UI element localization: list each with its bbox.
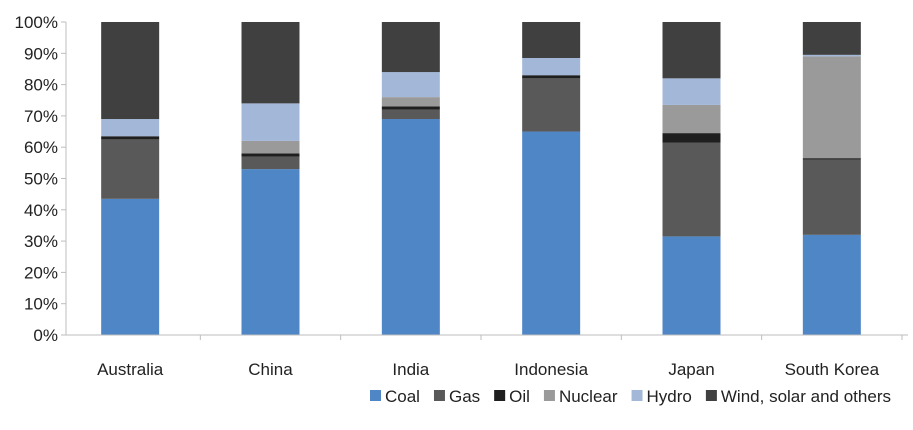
legend-swatch [433, 390, 445, 401]
y-tick-label: 80% [24, 76, 58, 95]
bar-segment-wind-solar-and-others [101, 22, 160, 120]
legend-label: Oil [509, 387, 530, 406]
bar-stack-china [241, 22, 300, 335]
bars [101, 22, 861, 335]
bar-segment-gas [802, 159, 861, 235]
y-tick-label: 50% [24, 170, 58, 189]
bar-segment-nuclear [662, 104, 721, 134]
legend-swatch [494, 390, 506, 401]
legend-item: Oil [494, 387, 530, 406]
bar-segment-oil [101, 136, 160, 140]
bar-segment-hydro [522, 57, 581, 76]
y-tick-label: 0% [33, 326, 58, 345]
y-tick-label: 30% [24, 232, 58, 251]
x-tick-label: South Korea [785, 360, 880, 379]
legend-label: Coal [385, 387, 420, 406]
y-tick-label: 90% [24, 44, 58, 63]
y-tick-label: 10% [24, 295, 58, 314]
legend-item: Hydro [631, 387, 692, 406]
legend-swatch [370, 390, 381, 401]
bar-segment-gas [522, 78, 581, 132]
bar-segment-nuclear [241, 140, 300, 154]
x-tick-label: Australia [97, 360, 164, 379]
y-tick-label: 40% [24, 201, 58, 220]
y-tick-label: 20% [24, 263, 58, 282]
bar-stack-japan [662, 22, 721, 335]
bar-segment-gas [662, 142, 721, 237]
bar-segment-hydro [802, 54, 861, 57]
bar-segment-wind-solar-and-others [381, 22, 440, 73]
legend-label: Hydro [647, 387, 692, 406]
x-tick-label: China [248, 360, 293, 379]
bar-segment-hydro [381, 72, 440, 98]
bar-segment-hydro [241, 103, 300, 141]
y-tick-label: 100% [15, 13, 58, 32]
bar-segment-nuclear [381, 97, 440, 107]
bar-segment-oil [802, 158, 861, 160]
bar-segment-wind-solar-and-others [662, 22, 721, 79]
legend-item: Gas [433, 387, 480, 406]
legend: Coal Gas Oil Nuclear Hydro Wind, solar and ot… [370, 387, 891, 406]
y-axis: 0% 10% 20% 30% 40% 50% 60% 70% 80% 90% 100% [15, 13, 67, 345]
y-tick-label: 70% [24, 107, 58, 126]
x-tick-label: India [392, 360, 429, 379]
bar-segment-nuclear [802, 56, 861, 159]
x-tick-label: Indonesia [514, 360, 588, 379]
legend-item: Coal [370, 387, 420, 406]
bar-segment-gas [241, 156, 300, 170]
legend-item: Wind, solar and others [705, 387, 891, 406]
legend-swatch [543, 390, 555, 401]
bar-stack-india [381, 22, 440, 335]
bar-segment-oil [381, 106, 440, 110]
bar-stack-australia [101, 22, 160, 335]
bar-stack-indonesia [522, 22, 581, 335]
bar-segment-coal [381, 119, 440, 335]
bar-segment-gas [101, 139, 160, 199]
legend-label: Nuclear [559, 387, 618, 406]
bar-segment-hydro [662, 78, 721, 105]
y-tick-label: 60% [24, 138, 58, 157]
legend-swatch [631, 390, 643, 401]
bar-segment-hydro [101, 119, 160, 137]
bar-segment-coal [241, 169, 300, 335]
bar-segment-coal [802, 234, 861, 335]
legend-item: Nuclear [543, 387, 618, 406]
bar-segment-oil [662, 133, 721, 143]
bar-segment-oil [241, 153, 300, 157]
bar-segment-gas [381, 109, 440, 120]
legend-label: Wind, solar and others [721, 387, 891, 406]
bar-segment-wind-solar-and-others [241, 22, 300, 104]
bar-segment-coal [101, 198, 160, 335]
legend-swatch [705, 390, 717, 401]
bar-segment-wind-solar-and-others [802, 22, 861, 55]
bar-segment-coal [662, 236, 721, 335]
bar-segment-oil [522, 75, 581, 79]
x-axis: Australia China India Indonesia Japan South K… [66, 334, 908, 379]
bar-segment-wind-solar-and-others [522, 22, 581, 58]
legend-label: Gas [449, 387, 480, 406]
bar-segment-coal [522, 131, 581, 335]
bar-stack-south-korea [802, 22, 861, 335]
x-tick-label: Japan [668, 360, 714, 379]
